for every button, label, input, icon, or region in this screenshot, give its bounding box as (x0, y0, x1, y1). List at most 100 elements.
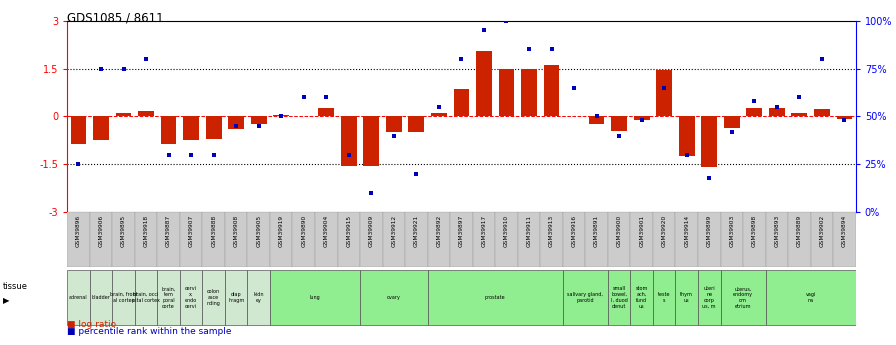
Text: small
bowel,
I, duod
denut: small bowel, I, duod denut (611, 286, 627, 309)
Bar (67, 270, 90, 325)
Bar (769, 108, 785, 117)
Text: brain, front
al cortex: brain, front al cortex (109, 292, 137, 303)
Text: GSM39914: GSM39914 (685, 215, 689, 247)
Bar (90, 270, 112, 325)
Bar (563, 212, 585, 267)
Bar (811, 212, 833, 267)
Bar (495, 212, 518, 267)
Text: GSM39891: GSM39891 (594, 215, 599, 247)
Text: GSM39906: GSM39906 (99, 215, 104, 247)
Bar (563, 270, 607, 325)
Bar (180, 270, 202, 325)
Bar (251, 117, 267, 125)
Bar (720, 212, 743, 267)
Bar (453, 89, 470, 117)
Bar (409, 117, 425, 132)
Bar (247, 270, 270, 325)
Bar (93, 117, 109, 140)
Bar (315, 212, 338, 267)
Bar (340, 117, 357, 166)
Bar (270, 212, 292, 267)
Text: GSM39890: GSM39890 (301, 215, 306, 247)
Bar (228, 117, 244, 129)
Text: thym
us: thym us (680, 292, 694, 303)
Text: GSM39892: GSM39892 (436, 215, 442, 247)
Text: salivary gland,
parotid: salivary gland, parotid (567, 292, 603, 303)
Bar (202, 212, 225, 267)
Bar (364, 117, 379, 166)
Bar (116, 112, 132, 117)
Bar (202, 270, 225, 325)
Bar (791, 112, 807, 117)
Text: GSM39898: GSM39898 (752, 215, 757, 247)
Text: GSM39896: GSM39896 (76, 215, 81, 247)
Bar (134, 270, 158, 325)
Bar (225, 270, 247, 325)
Bar (698, 270, 720, 325)
Text: colon
asce
nding: colon asce nding (207, 289, 220, 306)
Bar (360, 270, 427, 325)
Bar (653, 270, 676, 325)
Text: GSM39905: GSM39905 (256, 215, 262, 247)
Text: GSM39894: GSM39894 (842, 215, 847, 247)
Bar (746, 108, 762, 117)
Text: GSM39899: GSM39899 (707, 215, 711, 247)
Text: ■ log ratio: ■ log ratio (67, 321, 116, 329)
Text: GSM39897: GSM39897 (459, 215, 464, 247)
Bar (653, 212, 676, 267)
Text: GSM39895: GSM39895 (121, 215, 126, 247)
Text: lung: lung (310, 295, 321, 300)
Text: uterus,
endomy
om
etrium: uterus, endomy om etrium (733, 286, 753, 309)
Text: GSM39910: GSM39910 (504, 215, 509, 247)
Bar (473, 212, 495, 267)
Bar (386, 117, 401, 132)
Bar (631, 212, 653, 267)
Text: uteri
ne
corp
us, m: uteri ne corp us, m (702, 286, 716, 309)
Bar (476, 51, 492, 117)
Text: GSM39912: GSM39912 (392, 215, 396, 247)
Text: GSM39908: GSM39908 (234, 215, 238, 247)
Bar (679, 117, 694, 156)
Bar (158, 270, 180, 325)
Bar (138, 111, 154, 117)
Bar (631, 270, 653, 325)
Text: cervi
x,
endo
cervi: cervi x, endo cervi (185, 286, 197, 309)
Text: kidn
ey: kidn ey (254, 292, 264, 303)
Text: GSM39900: GSM39900 (616, 215, 622, 247)
Text: ■ percentile rank within the sample: ■ percentile rank within the sample (67, 327, 232, 336)
Bar (837, 117, 852, 119)
Text: GSM39902: GSM39902 (819, 215, 824, 247)
Bar (71, 117, 86, 144)
Bar (676, 212, 698, 267)
Text: GDS1085 / 8611: GDS1085 / 8611 (67, 11, 164, 24)
Text: GSM39920: GSM39920 (661, 215, 667, 247)
Text: prostate: prostate (485, 295, 505, 300)
Text: stom
ach,
fund
us: stom ach, fund us (635, 286, 648, 309)
Bar (405, 212, 427, 267)
Bar (698, 212, 720, 267)
Bar (183, 117, 199, 140)
Bar (427, 270, 563, 325)
Text: GSM39903: GSM39903 (729, 215, 735, 247)
Bar (676, 270, 698, 325)
Bar (160, 117, 177, 144)
Bar (724, 117, 740, 128)
Bar (498, 69, 514, 117)
Text: GSM39887: GSM39887 (166, 215, 171, 247)
Bar (589, 117, 605, 125)
Bar (720, 270, 765, 325)
Text: bladder: bladder (91, 295, 110, 300)
Text: vagi
na: vagi na (806, 292, 816, 303)
Bar (833, 212, 856, 267)
Text: brain, occi
pital cortex: brain, occi pital cortex (132, 292, 160, 303)
Bar (360, 212, 383, 267)
Bar (90, 212, 112, 267)
Text: GSM39918: GSM39918 (143, 215, 149, 247)
Bar (656, 70, 672, 117)
Text: GSM39916: GSM39916 (572, 215, 577, 247)
Text: teste
s: teste s (658, 292, 670, 303)
Bar (318, 108, 334, 117)
Bar (270, 270, 360, 325)
Text: GSM39915: GSM39915 (346, 215, 351, 247)
Text: GSM39911: GSM39911 (527, 215, 531, 247)
